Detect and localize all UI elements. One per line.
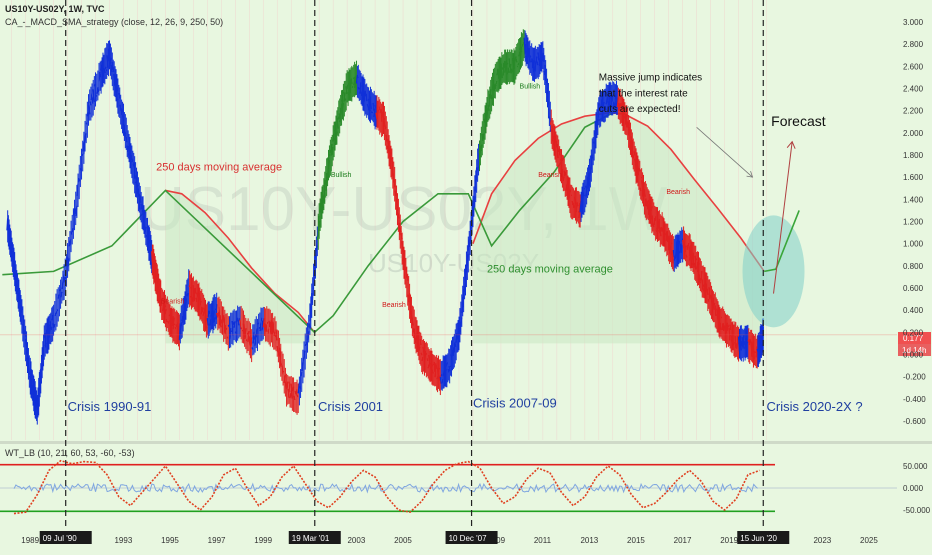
x-tick-label: 2015	[627, 536, 645, 545]
date-flag-text: 19 Mar '01	[292, 534, 330, 543]
annotation-text: that the interest rate	[599, 88, 688, 99]
x-tick-label: 1993	[114, 536, 132, 545]
crisis-label: Crisis 2001	[318, 399, 383, 414]
y-tick-label: 1.600	[903, 173, 924, 182]
y-tick-label: -0.600	[903, 417, 926, 426]
y-tick-label: 2.000	[903, 129, 924, 138]
date-flag-text: 10 Dec '07	[449, 534, 488, 543]
strategy-marker-bullish: Bullish	[520, 84, 541, 91]
osc-tick-label: -50.000	[903, 506, 931, 515]
y-tick-label: 1.200	[903, 218, 924, 227]
y-tick-label: 2.200	[903, 107, 924, 116]
y-tick-label: 2.800	[903, 40, 924, 49]
oscillator-title: WT_LB (10, 21, 60, 53, -60, -53)	[5, 448, 135, 458]
strategy-marker-bearish: Bearish	[161, 299, 185, 306]
x-tick-label: 2011	[534, 536, 552, 545]
x-tick-label: 2023	[813, 536, 831, 545]
y-tick-label: 0.600	[903, 284, 924, 293]
osc-tick-label: 0.000	[903, 484, 924, 493]
y-tick-label: 0.000	[903, 351, 924, 360]
x-tick-label: 2003	[347, 536, 365, 545]
x-tick-label: 2017	[674, 536, 692, 545]
x-tick-label: 2025	[860, 536, 878, 545]
strategy-marker-bearish: Bearish	[666, 189, 690, 196]
x-tick-label: 1999	[254, 536, 272, 545]
symbol-title: US10Y-US02Y, 1W, TVC	[5, 4, 105, 14]
annotation-text: 250 days moving average	[487, 263, 613, 275]
x-tick-label: 1997	[208, 536, 226, 545]
strategy-marker-bearish: Bearish	[538, 172, 562, 179]
date-flag-text: 15 Jun '20	[740, 534, 777, 543]
y-tick-label: 1.800	[903, 151, 924, 160]
strategy-marker-bullish: Bullish	[331, 172, 352, 179]
x-tick-label: 1989	[21, 536, 39, 545]
y-tick-label: -0.200	[903, 373, 926, 382]
y-tick-label: 3.000	[903, 18, 924, 27]
y-tick-label: -0.400	[903, 395, 926, 404]
crisis-label: Crisis 2007-09	[473, 396, 557, 411]
y-tick-label: 2.400	[903, 85, 924, 94]
highlight-ellipse	[743, 215, 805, 327]
osc-tick-label: 50.000	[903, 462, 928, 471]
crisis-label: Crisis 1990-91	[68, 399, 152, 414]
annotation-text: Forecast	[771, 113, 826, 129]
date-flag-text: 09 Jul '90	[43, 534, 78, 543]
x-tick-label: 1995	[161, 536, 179, 545]
y-tick-label: 1.000	[903, 240, 924, 249]
x-tick-label: 2005	[394, 536, 412, 545]
pane-separator	[0, 441, 932, 444]
crisis-label: Crisis 2020-2X ?	[767, 399, 863, 414]
indicator-title: CA_-_MACD_SMA_strategy (close, 12, 26, 9…	[5, 17, 223, 27]
x-tick-label: 2019	[720, 536, 738, 545]
y-tick-label: 2.600	[903, 62, 924, 71]
annotation-text: Massive jump indicates	[599, 73, 702, 84]
y-tick-label: 0.800	[903, 262, 924, 271]
y-tick-label: 0.400	[903, 306, 924, 315]
y-tick-label: 0.200	[903, 328, 924, 337]
annotation-text: cuts are expected!	[599, 104, 681, 115]
strategy-marker-bearish: Bearish	[382, 302, 406, 309]
annotation-text: 250 days moving average	[156, 162, 282, 174]
x-tick-label: 2013	[580, 536, 598, 545]
y-tick-label: 1.400	[903, 195, 924, 204]
